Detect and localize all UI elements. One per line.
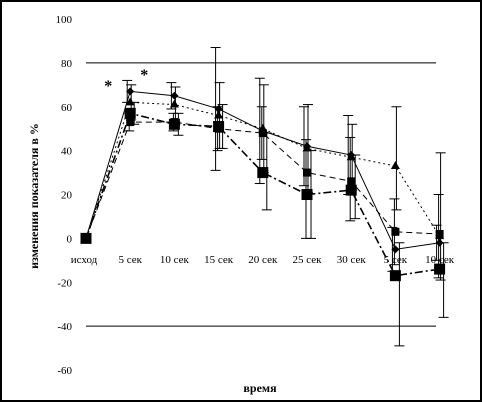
marker-triangle bbox=[125, 97, 135, 106]
marker-triangle bbox=[302, 143, 312, 152]
x-tick-label: 20 сек bbox=[248, 254, 278, 266]
marker-diamond bbox=[170, 91, 179, 100]
error-bars bbox=[122, 47, 449, 347]
marker-diamond bbox=[214, 104, 223, 113]
series-line-2 bbox=[85, 112, 440, 277]
y-tick-label: -60 bbox=[57, 365, 72, 377]
marker-square bbox=[258, 129, 267, 138]
y-tick-label: -40 bbox=[57, 321, 72, 333]
marker-square bbox=[124, 107, 136, 119]
y-axis-ticks: 100 80 60 40 20 0 -20 -40 -60 bbox=[56, 14, 73, 377]
x-tick-label: 15 сек bbox=[204, 254, 234, 266]
reference-lines bbox=[86, 62, 436, 327]
y-tick-label: 60 bbox=[61, 102, 73, 114]
marker-square bbox=[303, 168, 311, 177]
marker-square bbox=[435, 229, 444, 238]
y-axis-title: изменения показателя в % bbox=[27, 123, 41, 269]
x-tick-label: 10 сек bbox=[160, 254, 190, 266]
x-tick-label: исход bbox=[71, 254, 98, 266]
marker-square bbox=[345, 184, 357, 196]
marker-square bbox=[434, 263, 446, 275]
marker-triangle bbox=[214, 110, 224, 119]
y-tick-label: 20 bbox=[61, 190, 73, 202]
marker-diamond bbox=[126, 87, 135, 96]
x-tick-label: 25 сек bbox=[293, 254, 323, 266]
x-tick-label: 5 сек bbox=[118, 254, 142, 266]
marker-triangle bbox=[346, 152, 356, 161]
annotation-asterisk: * bbox=[104, 78, 112, 95]
y-tick-label: 80 bbox=[61, 58, 73, 70]
marker-diamond bbox=[435, 238, 444, 247]
marker-triangle bbox=[390, 160, 400, 169]
series-line-3 bbox=[85, 121, 440, 239]
marker-square bbox=[389, 270, 401, 282]
marker-diamond bbox=[391, 245, 400, 254]
marker-square bbox=[126, 118, 135, 127]
marker-square bbox=[82, 234, 90, 243]
y-tick-label: 40 bbox=[61, 146, 73, 158]
x-axis-ticks: исход 5 сек 10 сек 15 сек 20 сек 25 сек 30 сек… bbox=[71, 254, 455, 266]
marker-triangle bbox=[169, 99, 179, 108]
y-tick-label: 100 bbox=[56, 14, 73, 26]
x-axis-title: время bbox=[243, 381, 277, 395]
marker-square bbox=[257, 167, 269, 179]
series-markers bbox=[80, 87, 446, 282]
annotation-asterisk: * bbox=[140, 67, 148, 84]
x-tick-label: 5 сек bbox=[384, 254, 408, 266]
marker-square bbox=[170, 118, 179, 127]
annotations: ** bbox=[104, 67, 148, 95]
y-tick-label: -20 bbox=[57, 277, 72, 289]
y-tick-label: 0 bbox=[67, 233, 73, 245]
marker-square bbox=[301, 189, 313, 200]
marker-square bbox=[391, 227, 400, 236]
marker-square bbox=[214, 124, 223, 133]
x-tick-label: 30 сек bbox=[337, 254, 367, 266]
marker-square bbox=[347, 177, 356, 186]
